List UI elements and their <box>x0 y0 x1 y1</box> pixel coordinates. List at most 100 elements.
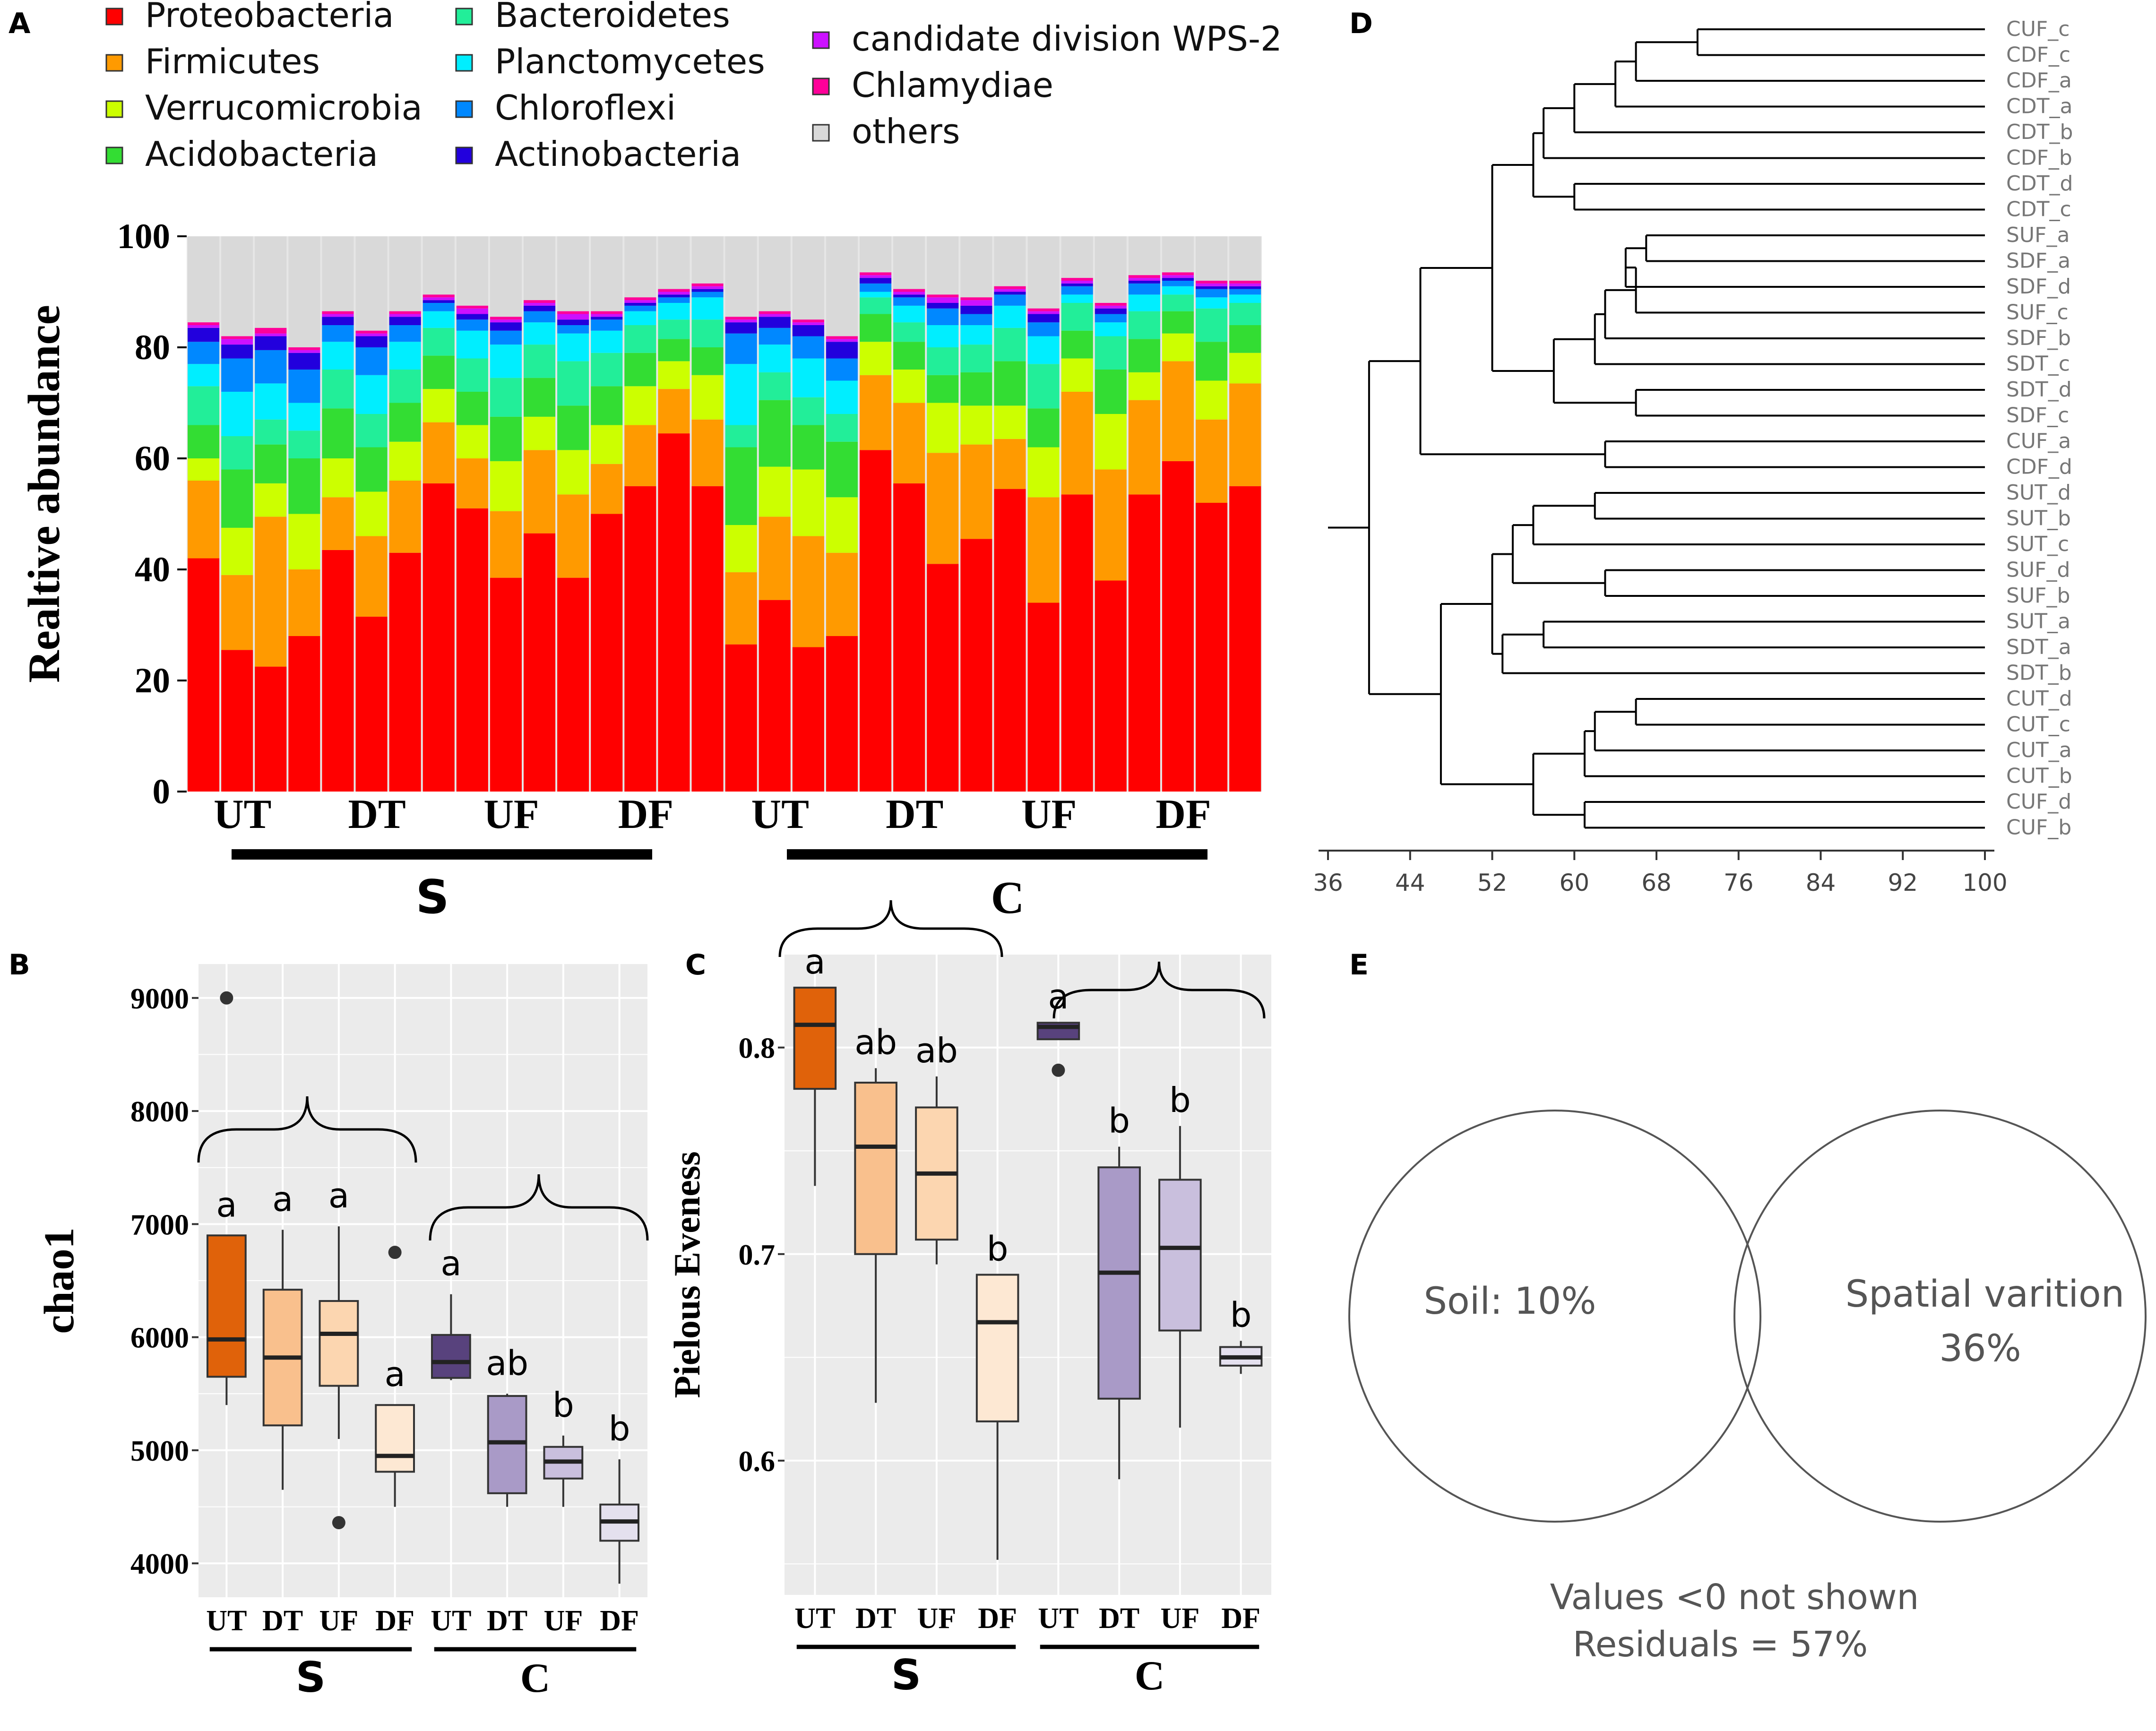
bar-segment <box>826 636 858 792</box>
bar-segment <box>255 666 287 792</box>
bar-segment <box>1061 278 1093 281</box>
leaf-label: CUF_a <box>2006 429 2071 453</box>
boxplot-chao1: 4000 5000 6000 7000 8000 9000 a UT a DT a UF a DF a UT a… <box>36 964 649 1702</box>
bar-series <box>188 236 1261 792</box>
bar-segment <box>1095 469 1127 581</box>
bar-segment <box>1027 314 1060 323</box>
y-tick-label: 4000 <box>130 1548 189 1580</box>
bar-segment <box>423 355 455 389</box>
leaf-label: CUT_d <box>2006 687 2072 711</box>
bar-segment <box>1162 281 1194 286</box>
x-tick-label: UT <box>431 1605 471 1637</box>
bar-segment <box>1196 380 1228 420</box>
bar-segment <box>423 300 455 303</box>
bar-segment <box>423 389 455 422</box>
bar-segment <box>960 300 992 306</box>
bar-segment <box>960 539 992 792</box>
bar-segment <box>557 577 589 792</box>
bar-segment <box>490 511 522 578</box>
leaf-label: SUF_d <box>2006 558 2070 582</box>
bar-segment <box>792 358 824 397</box>
bar-segment <box>591 314 623 317</box>
bar-segment <box>1162 286 1194 295</box>
bar-segment <box>255 444 287 483</box>
bar-segment <box>591 353 623 387</box>
bar-segment <box>524 300 556 303</box>
soil-label-c: C <box>1135 1653 1165 1699</box>
bar-segment <box>927 403 959 453</box>
bar-segment <box>188 481 220 559</box>
bar-segment <box>557 494 589 578</box>
group-label: DF <box>618 792 673 837</box>
bar-segment <box>1128 494 1160 792</box>
legend-swatch <box>105 54 123 72</box>
bar-segment <box>1095 314 1127 323</box>
legend-panel-a: Proteobacteria Firmicutes Verrucomicrobia A… <box>105 0 1282 174</box>
legend-swatch <box>812 78 830 95</box>
y-tick-label: 8000 <box>130 1096 189 1128</box>
x-tick-label: 52 <box>1477 869 1508 896</box>
bar-segment <box>792 425 824 470</box>
bar-segment <box>960 372 992 406</box>
bar-segment <box>423 422 455 483</box>
bar-segment <box>860 272 892 276</box>
bar-segment <box>792 325 824 336</box>
bar-segment <box>792 322 824 325</box>
y-axis-title: chao1 <box>36 1228 83 1334</box>
bar-segment <box>759 311 791 314</box>
bar-segment <box>524 303 556 306</box>
bar-segment <box>994 286 1026 289</box>
bar-segment <box>188 386 220 425</box>
bar-segment <box>423 297 455 301</box>
bar-segment <box>624 353 656 387</box>
bar-segment <box>591 464 623 514</box>
group-label: DT <box>886 792 943 837</box>
legend-label: Planctomycetes <box>495 42 765 81</box>
bar-segment <box>355 414 388 448</box>
bar-segment <box>826 339 858 342</box>
significance-letter: a <box>272 1179 293 1219</box>
bar-segment <box>389 311 421 314</box>
bar-segment <box>389 370 421 403</box>
bar-segment <box>826 552 858 636</box>
bar-segment <box>1027 311 1060 314</box>
legend-label: Firmicutes <box>145 42 320 81</box>
legend-label: Verrucomicrobia <box>145 88 423 128</box>
y-tick-label: 7000 <box>130 1209 189 1241</box>
boxplot-pielou: 0.60.70.8aUTabDTabUFbDFaUTbDTbUFbDFPielo… <box>666 900 1271 1699</box>
x-tick-label: DF <box>375 1605 414 1637</box>
bar-segment <box>456 458 488 508</box>
bar-segment <box>456 508 488 792</box>
bar-segment <box>524 378 556 417</box>
bar-segment <box>557 325 589 334</box>
bar-segment <box>1162 333 1194 362</box>
legend-label: Actinobacteria <box>495 134 741 174</box>
bar-segment <box>1027 603 1060 792</box>
leaf-label: CUF_b <box>2006 816 2071 840</box>
box-outlier <box>1052 1063 1065 1077</box>
bar-segment <box>960 314 992 325</box>
significance-letter: b <box>1108 1101 1130 1141</box>
group-brace <box>429 1174 649 1241</box>
bar-segment <box>221 392 253 436</box>
group-brace <box>778 900 1003 957</box>
bar-segment <box>725 644 757 792</box>
bar-segment <box>456 319 488 331</box>
bar-segment <box>826 441 858 498</box>
x-tick-label: 76 <box>1724 869 1754 896</box>
leaf-label: SUT_a <box>2006 610 2070 634</box>
y-axis-title: Realtive abundance <box>19 305 69 683</box>
bar-segment <box>1095 580 1127 792</box>
bar-segment <box>591 311 623 314</box>
bar-segment <box>624 425 656 486</box>
bar-segment <box>322 497 354 550</box>
bar-segment <box>423 483 455 792</box>
bar-segment <box>1095 370 1127 414</box>
bar-segment <box>188 325 220 328</box>
bar-segment <box>725 319 757 323</box>
bar-segment <box>792 319 824 323</box>
bar-segment <box>792 469 824 536</box>
bar-segment <box>456 305 488 309</box>
x-tick-label: DT <box>1099 1602 1139 1635</box>
